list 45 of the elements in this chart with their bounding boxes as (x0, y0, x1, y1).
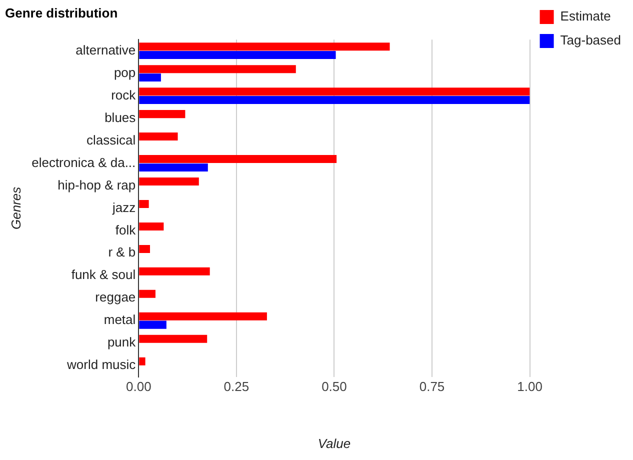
bar (139, 334, 208, 343)
y-tick-label: folk (115, 222, 136, 238)
y-tick-label: r & b (108, 244, 136, 260)
bar (139, 222, 164, 230)
x-axis-title: Value (318, 436, 351, 451)
chart-title: Genre distribution (5, 5, 118, 20)
bar (139, 74, 161, 82)
y-tick-label: electronica & da... (32, 154, 136, 170)
bar (139, 42, 390, 51)
y-tick-label: funk & soul (71, 267, 136, 282)
bar (139, 320, 166, 329)
y-tick-label: reggae (95, 290, 136, 305)
y-tick-label: punk (107, 334, 136, 350)
y-tick-label: pop (114, 64, 136, 80)
bar (139, 357, 146, 366)
y-tick-label: alternative (76, 42, 136, 58)
bar (139, 51, 336, 60)
y-tick-label: rock (111, 87, 136, 102)
legend-label: Tag-based (560, 32, 622, 48)
x-tick-label: 1.00 (517, 379, 542, 394)
bar (139, 290, 156, 298)
y-tick-label: classical (86, 132, 136, 148)
y-tick-label: metal (104, 312, 136, 328)
bar (139, 163, 208, 172)
bar (139, 155, 337, 164)
bar (139, 178, 199, 186)
bar (139, 65, 296, 74)
x-tick-label: 0.75 (419, 379, 445, 394)
bar (139, 200, 149, 208)
bar (139, 244, 150, 253)
x-tick-label: 0.00 (126, 379, 152, 394)
y-tick-label: hip-hop & rap (58, 177, 136, 192)
bar (139, 132, 178, 141)
y-tick-label: world music (66, 357, 136, 372)
y-tick-label: jazz (112, 200, 136, 215)
x-tick-label: 0.50 (322, 379, 347, 394)
y-axis-title: Genres (8, 186, 24, 230)
bar (139, 312, 267, 320)
y-tick-label: blues (104, 110, 136, 125)
bar (139, 88, 530, 96)
x-tick-label: 0.25 (224, 379, 250, 394)
bar (139, 96, 530, 104)
bar (139, 110, 186, 118)
bar (139, 267, 210, 276)
legend-label: Estimate (560, 8, 611, 24)
